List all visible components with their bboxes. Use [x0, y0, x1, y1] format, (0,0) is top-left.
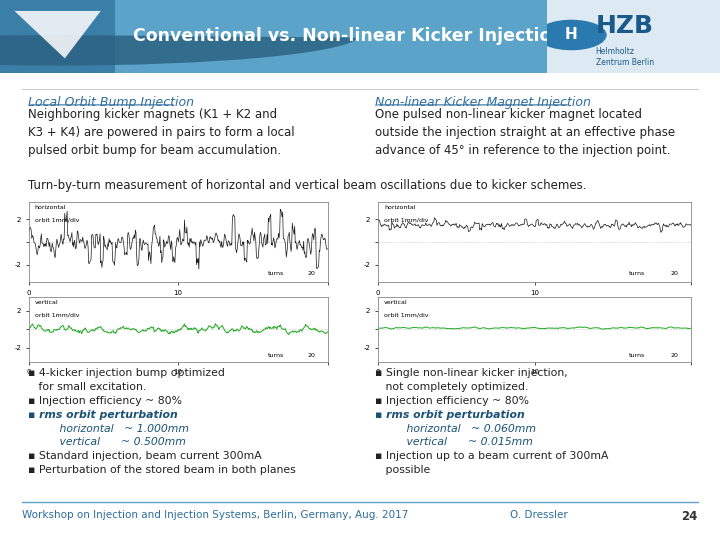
Text: ▪ Perturbation of the stored beam in both planes: ▪ Perturbation of the stored beam in bot…: [28, 465, 296, 475]
Text: vertical: vertical: [35, 300, 58, 305]
Text: Zentrum Berlin: Zentrum Berlin: [595, 58, 654, 67]
Text: orbit 1mm/div: orbit 1mm/div: [384, 218, 429, 223]
Text: vertical      ~ 0.500mm: vertical ~ 0.500mm: [28, 437, 186, 447]
Polygon shape: [14, 11, 101, 58]
Text: One pulsed non-linear kicker magnet located
outside the injection straight at an: One pulsed non-linear kicker magnet loca…: [375, 108, 675, 157]
Text: turns: turns: [268, 272, 284, 276]
Text: for small excitation.: for small excitation.: [28, 382, 146, 392]
Text: possible: possible: [375, 465, 431, 475]
Text: Local Orbit Bump Injection: Local Orbit Bump Injection: [28, 96, 194, 109]
Text: ▪ Injection up to a beam current of 300mA: ▪ Injection up to a beam current of 300m…: [375, 451, 608, 461]
Text: horizontal   ~ 1.000mm: horizontal ~ 1.000mm: [28, 423, 189, 434]
Text: ▪ 4-kicker injection bump optimized: ▪ 4-kicker injection bump optimized: [28, 368, 225, 379]
Text: Neighboring kicker magnets (K1 + K2 and
K3 + K4) are powered in pairs to form a : Neighboring kicker magnets (K1 + K2 and …: [28, 108, 294, 157]
Circle shape: [537, 21, 606, 50]
Text: turns: turns: [629, 353, 645, 357]
Text: ▪ Injection efficiency ~ 80%: ▪ Injection efficiency ~ 80%: [375, 396, 529, 406]
Text: ▪ Injection efficiency ~ 80%: ▪ Injection efficiency ~ 80%: [28, 396, 182, 406]
Text: O. Dressler: O. Dressler: [510, 510, 568, 520]
Wedge shape: [0, 35, 359, 65]
Text: 20: 20: [307, 272, 315, 276]
Text: orbit 1mm/div: orbit 1mm/div: [35, 218, 79, 223]
Text: HZB: HZB: [595, 14, 654, 37]
Text: horizontal: horizontal: [35, 205, 66, 210]
Text: horizontal   ~ 0.060mm: horizontal ~ 0.060mm: [375, 423, 536, 434]
Text: 20: 20: [671, 353, 679, 357]
Text: orbit 1mm/div: orbit 1mm/div: [384, 313, 429, 318]
Text: horizontal: horizontal: [384, 205, 415, 210]
Text: ▪ Standard injection, beam current 300mA: ▪ Standard injection, beam current 300mA: [28, 451, 262, 461]
Text: vertical: vertical: [384, 300, 408, 305]
Text: ▪ rms orbit perturbation: ▪ rms orbit perturbation: [28, 410, 178, 420]
Text: orbit 1mm/div: orbit 1mm/div: [35, 313, 79, 318]
FancyBboxPatch shape: [0, 0, 115, 73]
Text: 20: 20: [671, 272, 679, 276]
Text: Conventional vs. Non-linear Kicker Injection: Conventional vs. Non-linear Kicker Injec…: [133, 28, 564, 45]
FancyBboxPatch shape: [0, 0, 720, 73]
Text: ▪ rms orbit perturbation: ▪ rms orbit perturbation: [375, 410, 525, 420]
Text: Turn-by-turn measurement of horizontal and vertical beam oscillations due to kic: Turn-by-turn measurement of horizontal a…: [28, 179, 587, 192]
Text: 24: 24: [682, 510, 698, 523]
Text: 20: 20: [307, 353, 315, 357]
Text: ▪ Single non-linear kicker injection,: ▪ Single non-linear kicker injection,: [375, 368, 568, 379]
FancyBboxPatch shape: [547, 0, 720, 73]
Text: Non-linear Kicker Magnet Injection: Non-linear Kicker Magnet Injection: [375, 96, 591, 109]
Text: Workshop on Injection and Injection Systems, Berlin, Germany, Aug. 2017: Workshop on Injection and Injection Syst…: [22, 510, 408, 520]
Text: not completely optimized.: not completely optimized.: [375, 382, 528, 392]
Text: turns: turns: [268, 353, 284, 357]
Text: Helmholtz: Helmholtz: [595, 46, 634, 56]
Text: vertical      ~ 0.015mm: vertical ~ 0.015mm: [375, 437, 533, 447]
Text: turns: turns: [629, 272, 645, 276]
Text: H: H: [565, 28, 577, 43]
